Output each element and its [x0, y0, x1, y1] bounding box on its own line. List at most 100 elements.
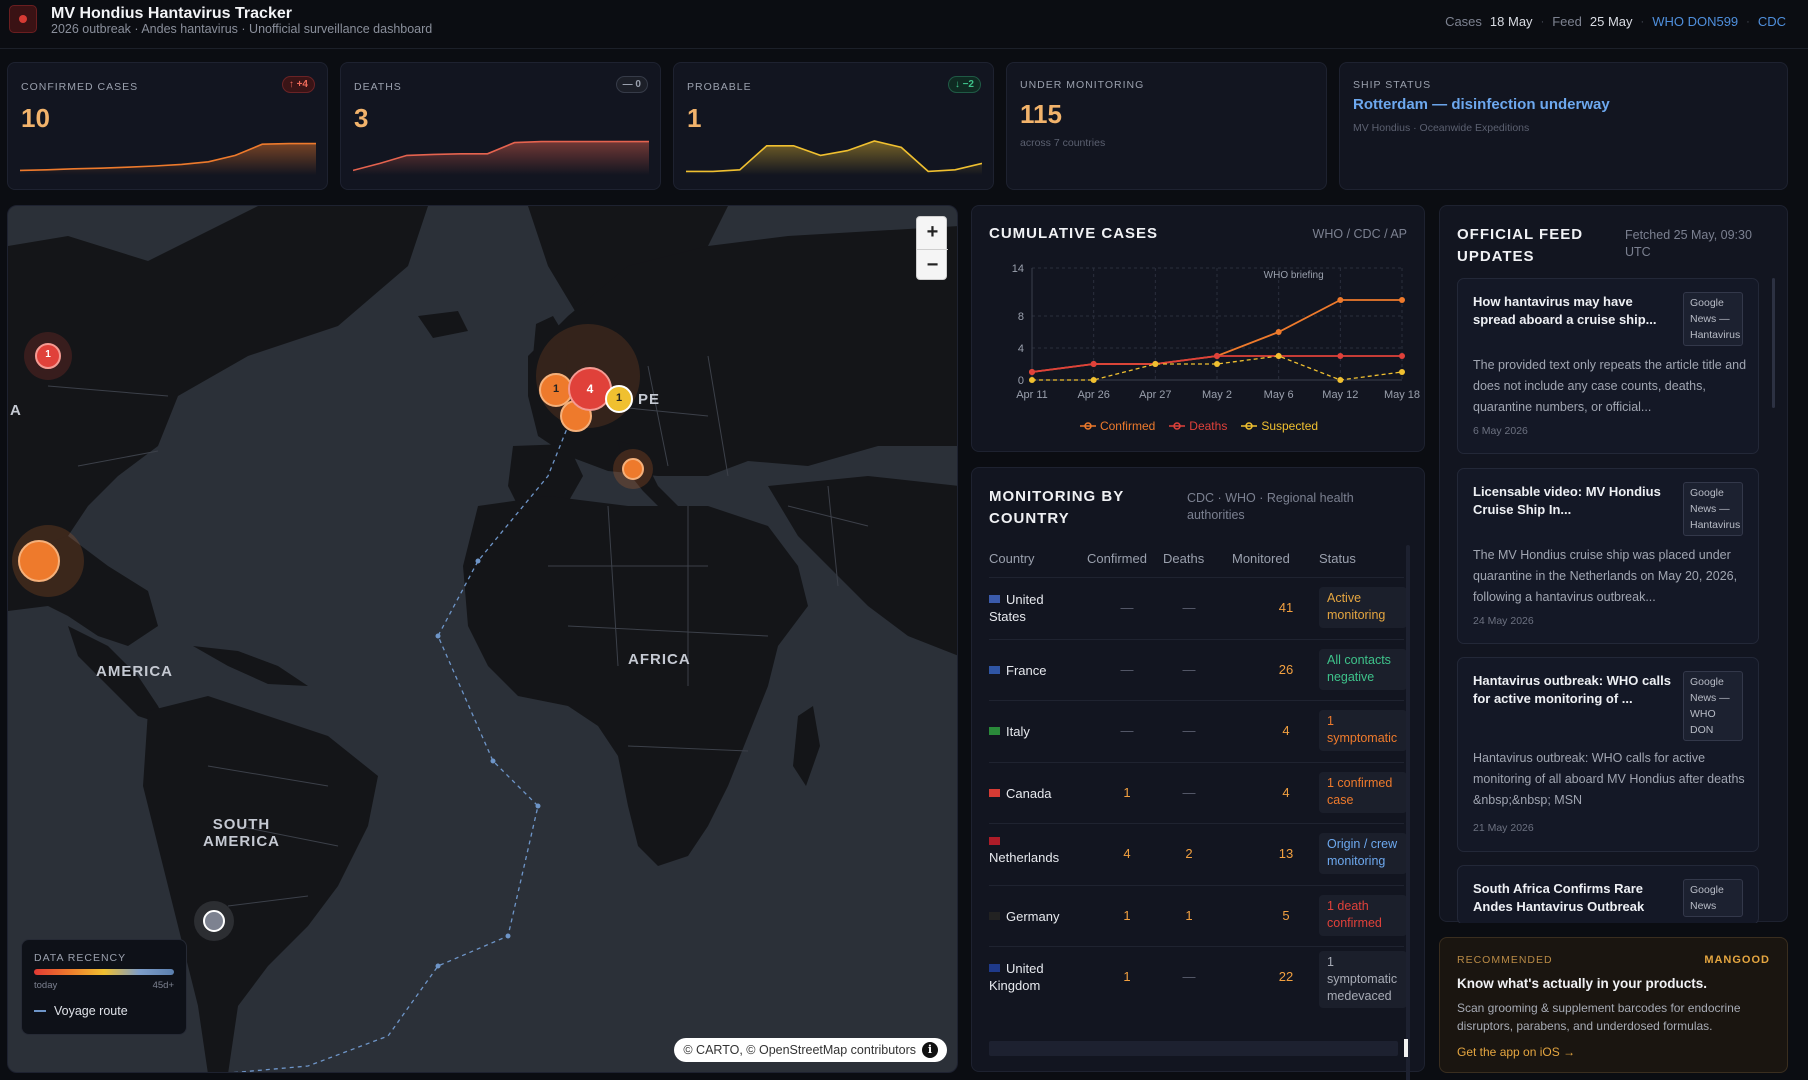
map-label-america: AMERICA [96, 663, 173, 680]
uk-landmass [533, 316, 568, 378]
table-row[interactable]: Germany 1 1 5 1 death confirmed [989, 884, 1407, 946]
status-line: case [1327, 792, 1354, 807]
info-icon[interactable]: i [922, 1042, 938, 1058]
map-label-na: A [10, 402, 22, 419]
feed-item[interactable]: Licensable video: MV Hondius Cruise Ship… [1457, 468, 1759, 644]
table-row[interactable]: United Kingdom 1 — 22 1 symptomatic medevaced [989, 946, 1407, 1008]
flag-icon [989, 964, 1000, 972]
table-row[interactable]: United States — — 41 Active monitoring [989, 577, 1407, 638]
country-cell: Canada [989, 785, 1052, 802]
map-label-south-america: SOUTH AMERICA [203, 816, 280, 850]
status-badge: 1 symptomatic medevaced [1319, 951, 1407, 1008]
chart-title: CUMULATIVE CASES [989, 225, 1159, 242]
route-waypoint [435, 963, 441, 969]
monitoring-panel: MONITORING BY COUNTRY CDC · WHO · Region… [971, 467, 1425, 1080]
who-don-link[interactable]: WHO DON599 [1652, 14, 1739, 29]
marker-uk-count[interactable]: 1 [552, 383, 560, 395]
confirmed-sparkline [20, 142, 316, 175]
y-tick-label: 14 [1012, 263, 1024, 275]
status-line: symptomatic [1327, 731, 1398, 745]
status-line: medevaced [1327, 989, 1392, 1003]
title-line: COUNTRY [989, 510, 1070, 527]
cdc-link[interactable]: CDC [1757, 14, 1786, 29]
table-row[interactable]: Canada 1 — 4 1 confirmed case [989, 761, 1407, 823]
title-line: UPDATES [1457, 248, 1535, 265]
kpi-label: SHIP STATUS [1353, 79, 1432, 91]
col-deaths[interactable]: Deaths [1163, 551, 1205, 566]
map-canvas [8, 206, 957, 1072]
data-point-deaths [1029, 369, 1035, 375]
table-horizontal-scrollbar[interactable] [989, 1041, 1398, 1056]
legend-max: 45d+ [152, 980, 174, 991]
title-line: OFFICIAL FEED [1457, 226, 1584, 243]
legend-item-confirmed[interactable]: Confirmed [1079, 419, 1155, 433]
feed-item-date: 6 May 2026 [1473, 425, 1528, 437]
sparkline-area [20, 143, 316, 175]
feed-item-title[interactable]: South Africa Confirms Rare Andes Hantavi… [1473, 881, 1645, 914]
separator: · [1640, 15, 1645, 28]
marker-germany-count[interactable]: 1 [615, 392, 623, 404]
confirmed-cell: — [1120, 723, 1134, 738]
legend-item-suspected[interactable]: Suspected [1241, 419, 1318, 433]
status-line: symptomatic [1327, 972, 1398, 986]
marker-netherlands-count[interactable]: 4 [586, 382, 594, 396]
feed-item[interactable]: South Africa Confirms Rare Andes Hantavi… [1457, 865, 1759, 923]
outbreak-map[interactable]: 1 1 4 1 PE A AMERICA AFRICA SOUTH AMERIC… [7, 205, 958, 1073]
data-point-suspected [1214, 361, 1220, 367]
flag-icon [989, 665, 1000, 674]
route-waypoint [535, 803, 541, 809]
feed-scrollbar[interactable] [1772, 278, 1775, 408]
deaths-cell: — [1182, 969, 1196, 984]
y-tick-label: 4 [1018, 343, 1024, 355]
route-waypoint [435, 633, 441, 639]
zoom-in-button[interactable]: + [926, 221, 939, 243]
ad-label: RECOMMENDED [1457, 954, 1553, 966]
status-badge: 1 death confirmed [1319, 894, 1407, 936]
x-tick-label: May 6 [1264, 389, 1294, 401]
table-vertical-scrollbar[interactable] [1406, 545, 1410, 1080]
marker-canada-count[interactable]: 1 [45, 349, 51, 360]
table-row[interactable]: Netherlands 4 2 13 Origin / crew monitoring [989, 823, 1407, 884]
flag-icon [989, 911, 1000, 920]
status-line: All contacts [1327, 652, 1391, 667]
x-tick-label: Apr 26 [1077, 389, 1109, 401]
feed-item-title[interactable]: Licensable video: MV Hondius Cruise Ship… [1473, 484, 1661, 517]
feed-source-badge: Google News — Hantavirus [1683, 482, 1743, 536]
chart-legend: Confirmed Deaths Suspected [972, 419, 1426, 433]
confirmed-cell: — [1120, 600, 1134, 615]
ad-cta-link[interactable]: Get the app on iOS → [1457, 1045, 1576, 1059]
recommended-ad[interactable]: RECOMMENDED MANGOOD Know what's actually… [1439, 937, 1788, 1073]
data-point-suspected [1337, 377, 1344, 383]
table-row[interactable]: Italy — — 4 1 symptomatic [989, 700, 1407, 761]
zoom-out-button[interactable]: − [917, 249, 948, 280]
kpi-ship-card: SHIP STATUS Rotterdam — disinfection und… [1339, 62, 1788, 190]
kpi-value: 10 [21, 103, 50, 133]
feed-item[interactable]: Hantavirus outbreak: WHO calls for activ… [1457, 657, 1759, 852]
map-legend: DATA RECENCY today 45d+ Voyage route [21, 939, 187, 1035]
route-path [233, 425, 569, 1072]
col-status[interactable]: Status [1319, 551, 1356, 566]
col-country[interactable]: Country [989, 551, 1035, 566]
data-point-deaths [1399, 353, 1405, 359]
col-confirmed[interactable]: Confirmed [1087, 551, 1147, 566]
feed-item-title[interactable]: Hantavirus outbreak: WHO calls for activ… [1473, 673, 1671, 706]
separator: · [1746, 15, 1750, 28]
y-tick-label: 0 [1018, 375, 1024, 387]
dash-line-icon [34, 1010, 46, 1012]
feed-item-title[interactable]: How hantavirus may have spread aboard a … [1473, 294, 1657, 327]
feed-item-body: The MV Hondius cruise ship was placed un… [1473, 548, 1738, 604]
feed-item[interactable]: How hantavirus may have spread aboard a … [1457, 278, 1759, 454]
legend-item-deaths[interactable]: Deaths [1169, 419, 1227, 433]
scroll-thumb[interactable] [1404, 1039, 1408, 1057]
monitored-cell: 4 [1282, 723, 1290, 738]
deaths-cell: — [1182, 600, 1196, 615]
trend-badge: ↓ −2 [947, 76, 981, 93]
feed-item-body: Hantavirus outbreak: WHO calls for activ… [1473, 751, 1745, 807]
table-row[interactable]: France — — 26 All contacts negative [989, 638, 1407, 700]
legend-route: Voyage route [34, 1004, 128, 1018]
monitored-cell: 41 [1278, 600, 1294, 615]
col-monitored[interactable]: Monitored [1232, 551, 1290, 566]
attribution-text[interactable]: © CARTO, © OpenStreetMap contributors [683, 1043, 916, 1057]
feed-item-date: 24 May 2026 [1473, 615, 1534, 627]
feed-item-body: The provided text only repeats the artic… [1473, 358, 1747, 414]
